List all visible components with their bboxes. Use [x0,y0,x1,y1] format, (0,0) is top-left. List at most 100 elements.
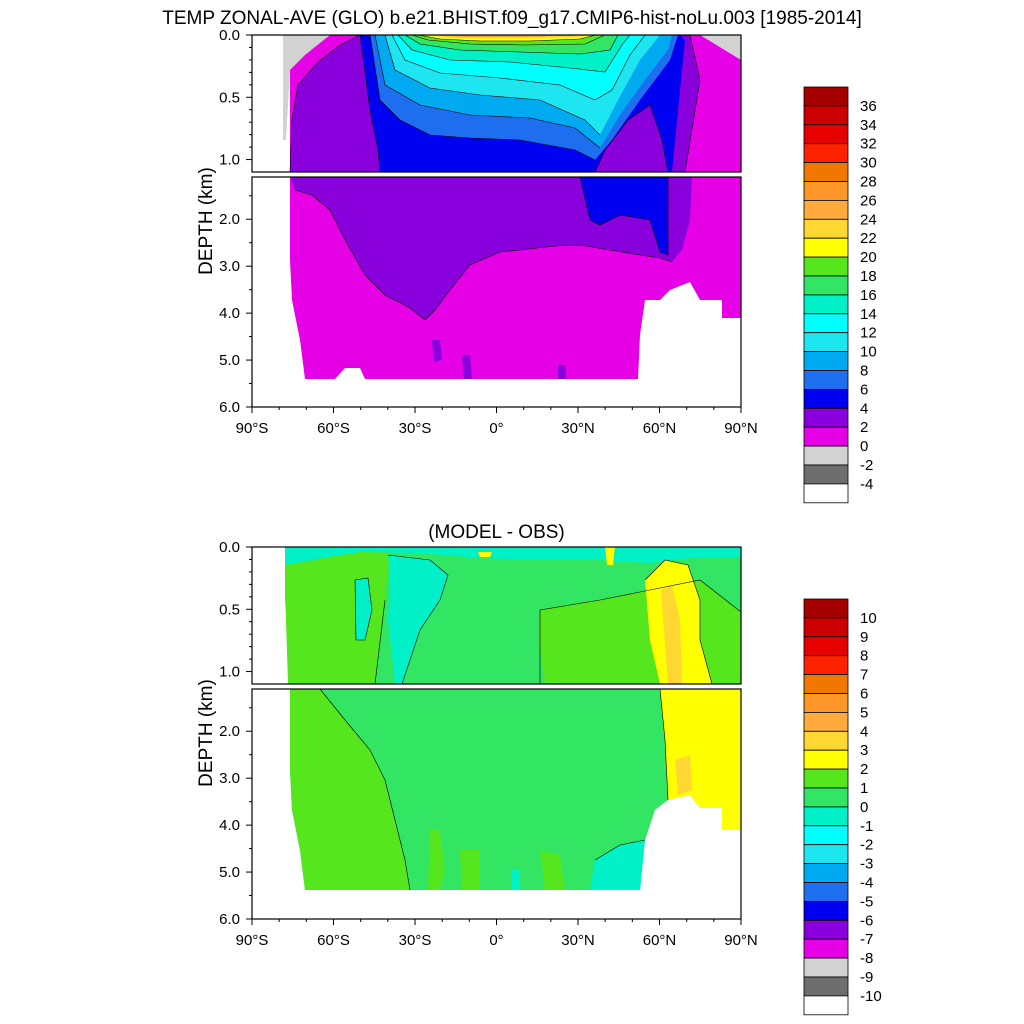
diff-colorbar-swatch [803,749,849,770]
temp-colorbar-label: 6 [860,381,868,398]
diff-colorbar-swatch [803,825,849,846]
diff-colorbar-swatch [803,844,849,865]
temp-xtick-label: 30°S [399,420,432,437]
temp-colorbar-swatch [803,464,849,485]
diff-colorbar-label: -5 [860,893,873,910]
diff-lower-field [252,689,741,919]
diff-colorbar-swatch [803,901,849,921]
temp-colorbar-label: 18 [860,268,877,285]
temp-ytick-label: 0.5 [219,89,240,106]
temp-ytick-label: 3.0 [219,258,240,275]
diff-upper-frame [251,546,742,685]
diff-colorbar-label: -2 [860,837,873,854]
diff-ytick-label: 3.0 [219,770,240,787]
temp-ytick-label: 4.0 [219,305,240,322]
diff-colorbar-label: -10 [860,988,882,1005]
temp-colorbar-swatch [803,237,849,258]
diff-colorbar-swatch [803,674,849,694]
temp-colorbar-swatch [803,426,849,447]
diff-colorbar-label: -7 [860,931,873,948]
diff-colorbar-swatch [803,806,849,827]
diff-ytick-label: 5.0 [219,864,240,881]
diff-ytick-label: 4.0 [219,817,240,834]
diff-colorbar-label: 10 [860,610,877,627]
temp-colorbar-label: 8 [860,363,868,380]
temp-colorbar-swatch [803,445,849,466]
diff-ytick-label: 0.0 [219,539,240,556]
diff-colorbar-label: 2 [860,761,868,778]
temp-colorbar-label: -4 [860,476,873,493]
temp-colorbar-label: 26 [860,192,877,209]
diff-colorbar-label: 7 [860,667,868,684]
temp-colorbar-label: 36 [860,98,877,115]
diff-colorbar-label: 3 [860,742,868,759]
temp-colorbar-label: 10 [860,344,877,361]
temp-colorbar-label: 34 [860,117,877,134]
temp-colorbar-swatch [803,162,849,182]
diff-colorbar-label: -8 [860,950,873,967]
diff-colorbar-swatch [803,712,849,732]
diff-panel-title: (MODEL - OBS) [428,522,565,543]
temp-ytick-label: 1.0 [219,152,240,169]
diff-colorbar-label: -3 [860,856,873,873]
temp-upper-frame [251,34,742,173]
diff-colorbar-label: 6 [860,686,868,703]
diff-colorbar-label: 8 [860,648,868,665]
temp-ytick-label: 6.0 [219,399,240,416]
temp-colorbar-label: 30 [860,155,877,172]
diff-colorbar-label: 0 [860,799,868,816]
temp-colorbar-swatch [803,143,849,163]
diff-yaxis-label: DEPTH (km) [196,679,217,787]
temp-colorbar-swatch [803,181,849,201]
temp-colorbar-swatch [803,294,849,315]
temp-colorbar-swatch [803,275,849,296]
temp-colorbar-label: -2 [860,457,873,474]
diff-colorbar-swatch [803,768,849,789]
temp-colorbar-label: 28 [860,174,877,191]
diff-ytick-label: 1.0 [219,664,240,681]
diff-ytick-label: 0.5 [219,601,240,618]
diff-xtick-label: 30°N [561,932,595,949]
diff-xtick-label: 90°N [724,932,758,949]
temp-colorbar-label: 22 [860,230,877,247]
temp-colorbar-label: 2 [860,419,868,436]
diff-ytick-label: 2.0 [219,723,240,740]
axes-and-colorbars: 0.00.51.02.03.04.05.06.090°S 60°S 30°S 0° 30… [196,27,882,1016]
temp-panel [251,34,742,408]
diff-colorbar-swatch [803,863,849,883]
temp-colorbar-swatch [803,388,849,409]
diff-colorbar-label: 9 [860,629,868,646]
diff-colorbar-label: -1 [860,818,873,835]
temp-colorbar-swatch [803,199,849,220]
diff-upper-field [252,547,741,684]
temp-colorbar-swatch [803,256,849,277]
temp-colorbar-swatch [803,313,849,334]
temp-ytick-label: 0.0 [219,27,240,44]
diff-xtick-label: 0° [489,932,503,949]
diff-colorbar-label: -4 [860,875,873,892]
diff-colorbar-swatch [803,976,849,997]
temp-colorbar-label: 16 [860,287,877,304]
diff-colorbar-swatch [803,957,849,978]
diff-colorbar-swatch [803,730,849,751]
temp-colorbar-swatch [803,370,849,390]
temp-colorbar-label: 4 [860,400,868,417]
diff-colorbar-swatch [803,693,849,713]
temp-colorbar-label: 32 [860,136,877,153]
diff-colorbar-swatch [803,995,849,1016]
temp-colorbar-label: 12 [860,325,877,342]
temp-yaxis-label: DEPTH (km) [196,167,217,275]
temp-xtick-label: 60°S [317,420,350,437]
diff-ytick-label: 6.0 [219,911,240,928]
temp-colorbar-swatch [803,407,849,428]
temp-xtick-label: 30°N [561,420,595,437]
diff-colorbar-label: -6 [860,912,873,929]
temp-upper-field [252,35,741,172]
temp-colorbar-label: 20 [860,249,877,266]
diff-colorbar-label: 4 [860,723,868,740]
figure-title: TEMP ZONAL-AVE (GLO) b.e21.BHIST.f09_g17… [162,8,862,29]
temp-ytick-label: 2.0 [219,211,240,228]
temp-colorbar-swatch [803,105,849,126]
diff-colorbar-swatch [803,787,849,808]
